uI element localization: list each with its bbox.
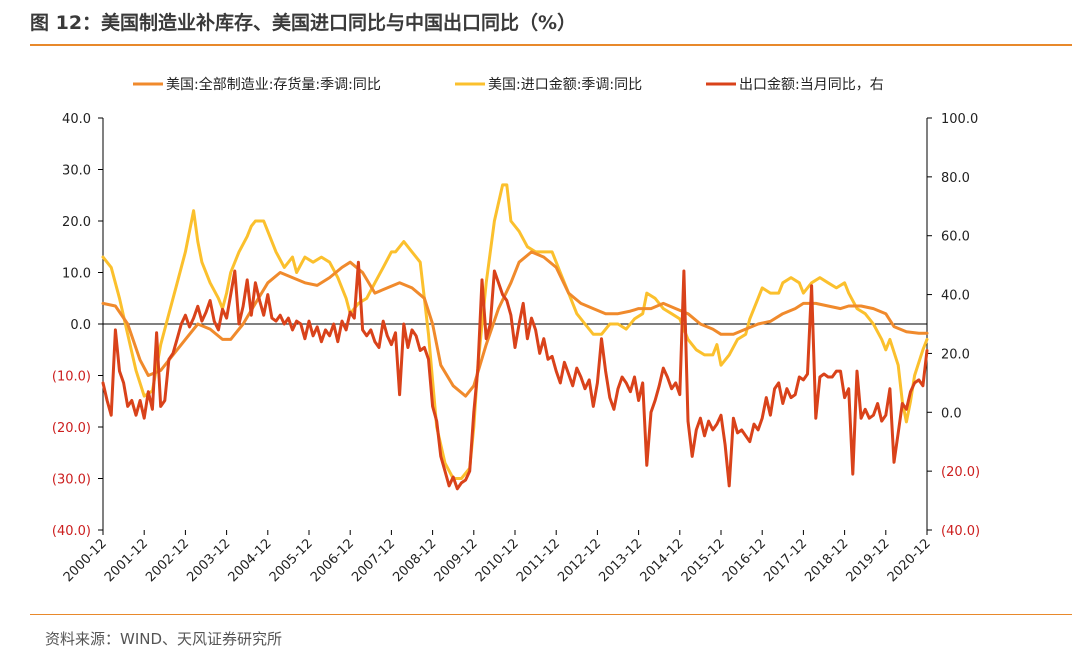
x-tick-label: 2013-12 <box>596 536 645 585</box>
right-tick-label: 0.0 <box>941 406 962 421</box>
legend-label-inventory: 美国:全部制造业:存货量:季调:同比 <box>166 76 381 93</box>
right-axis-ticks: 100.0 80.0 60.0 40.0 20.0 0.0 (20.0) (40.0) <box>927 112 980 539</box>
legend-label-imports: 美国:进口金额:季调:同比 <box>488 77 642 93</box>
x-tick-label: 2007-12 <box>349 536 398 585</box>
footer-divider <box>30 614 1072 615</box>
x-axis-ticks: 2000-122001-122002-122003-122004-122005-… <box>61 530 934 585</box>
x-tick-label: 2006-12 <box>308 536 357 585</box>
legend: 美国:全部制造业:存货量:季调:同比 美国:进口金额:季调:同比 出口金额:当月… <box>133 76 884 93</box>
x-tick-label: 2009-12 <box>432 536 481 585</box>
x-tick-label: 2003-12 <box>184 536 233 585</box>
left-tick-label: 30.0 <box>62 164 91 179</box>
x-tick-label: 2010-12 <box>473 536 522 585</box>
x-tick-label: 2017-12 <box>761 536 810 585</box>
x-tick-label: 2011-12 <box>514 536 563 585</box>
x-tick-label: 2018-12 <box>802 536 851 585</box>
left-tick-label: (20.0) <box>52 421 91 436</box>
left-tick-label: (40.0) <box>52 524 91 539</box>
x-tick-label: 2019-12 <box>844 536 893 585</box>
left-tick-label: 20.0 <box>62 215 91 230</box>
x-tick-label: 2000-12 <box>61 536 110 585</box>
page-title: 图 12：美国制造业补库存、美国进口同比与中国出口同比（%） <box>30 12 577 34</box>
left-tick-label: 40.0 <box>62 112 91 127</box>
left-tick-label: 10.0 <box>62 267 91 282</box>
title-divider <box>30 44 1072 46</box>
series-line-inventory <box>101 250 929 398</box>
left-tick-label: (30.0) <box>52 473 91 488</box>
x-tick-label: 2012-12 <box>555 536 604 585</box>
x-tick-label: 2016-12 <box>720 536 769 585</box>
right-tick-label: (20.0) <box>941 465 980 480</box>
right-tick-label: 80.0 <box>941 171 970 186</box>
left-axis-ticks: 40.0 30.0 20.0 10.0 0.0 (10.0) (20.0) (30.0) (40… <box>52 112 103 539</box>
x-tick-label: 2014-12 <box>638 536 687 585</box>
right-tick-label: 20.0 <box>941 347 970 362</box>
right-tick-label: 60.0 <box>941 230 970 245</box>
right-tick-label: 100.0 <box>941 112 978 127</box>
x-tick-label: 2015-12 <box>679 536 728 585</box>
source-note: 资料来源：WIND、天风证券研究所 <box>45 630 283 648</box>
series-line-imports <box>101 183 929 480</box>
left-tick-label: (10.0) <box>52 370 91 385</box>
left-tick-label: 0.0 <box>70 318 91 333</box>
x-tick-label: 2002-12 <box>143 536 192 585</box>
x-tick-label: 2005-12 <box>267 536 316 585</box>
right-tick-label: (40.0) <box>941 524 980 539</box>
x-tick-label: 2001-12 <box>102 536 151 585</box>
x-tick-label: 2008-12 <box>390 536 439 585</box>
series-layer <box>101 183 929 491</box>
series-line-exports <box>101 260 929 491</box>
right-tick-label: 40.0 <box>941 289 970 304</box>
chart: 美国:全部制造业:存货量:季调:同比 美国:进口金额:季调:同比 出口金额:当月… <box>52 76 980 585</box>
x-tick-label: 2020-12 <box>885 536 934 585</box>
x-tick-label: 2004-12 <box>226 536 275 585</box>
legend-label-exports: 出口金额:当月同比，右 <box>739 77 884 93</box>
